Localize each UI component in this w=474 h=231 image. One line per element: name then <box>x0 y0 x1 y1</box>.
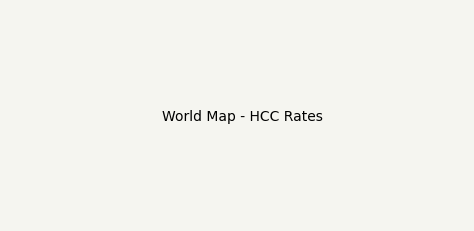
Text: World Map - HCC Rates: World Map - HCC Rates <box>163 110 323 124</box>
